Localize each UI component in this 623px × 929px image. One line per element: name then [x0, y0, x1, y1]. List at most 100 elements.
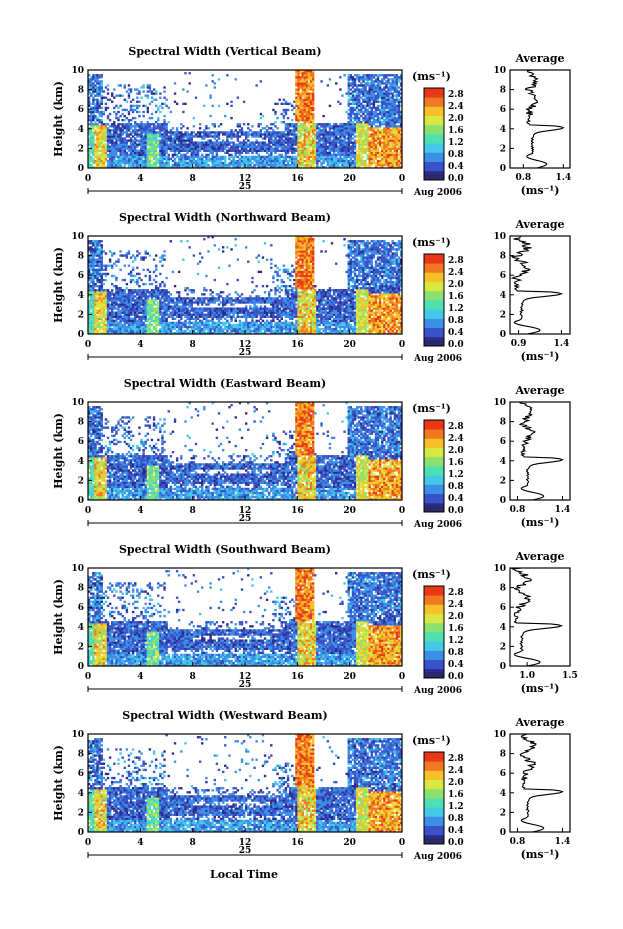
heatmap-cell	[385, 129, 388, 132]
heatmap-cell	[96, 76, 99, 79]
heatmap-cell	[134, 331, 137, 335]
heatmap-cell	[305, 78, 309, 81]
heatmap-cell	[142, 155, 145, 159]
heatmap-cell	[203, 104, 206, 108]
heatmap-cell	[259, 157, 263, 161]
heatmap-cell	[370, 123, 373, 126]
heatmap-cell	[224, 141, 227, 144]
heatmap-cell	[136, 100, 139, 103]
heatmap-cell	[138, 272, 141, 276]
heatmap-cell	[291, 165, 294, 169]
heatmap-cell	[157, 289, 160, 292]
heatmap-cell	[96, 147, 99, 150]
heatmap-cell	[385, 114, 388, 118]
heatmap-cell	[138, 114, 141, 118]
heatmap-cell	[100, 250, 103, 253]
heatmap-cell	[161, 145, 164, 148]
heatmap-cell	[142, 258, 145, 261]
heatmap-cell	[211, 161, 214, 165]
heatmap-cell	[121, 94, 124, 97]
heatmap-cell	[171, 141, 175, 144]
heatmap-cell	[90, 250, 93, 253]
heatmap-cell	[309, 151, 313, 155]
heatmap-cell	[303, 127, 306, 130]
heatmap-cell	[180, 155, 183, 159]
heatmap-cell	[142, 282, 145, 286]
heatmap-cell	[88, 151, 91, 155]
heatmap-cell	[148, 274, 152, 278]
heatmap-cell	[111, 274, 114, 278]
heatmap-cell	[163, 102, 166, 106]
heatmap-cell	[94, 145, 97, 148]
heatmap-cell	[100, 258, 103, 261]
heatmap-cell	[104, 155, 108, 159]
heatmap-cell	[299, 163, 302, 167]
heatmap-cell	[198, 135, 202, 138]
heatmap-cell	[148, 141, 152, 144]
heatmap-cell	[119, 301, 122, 304]
heatmap-cell	[389, 131, 392, 134]
heatmap-cell	[209, 133, 212, 136]
heatmap-cell	[224, 114, 227, 118]
heatmap-cell	[341, 131, 344, 134]
heatmap-cell	[154, 143, 158, 146]
heatmap-cell	[362, 110, 365, 114]
heatmap-cell	[159, 291, 162, 294]
heatmap-cell	[144, 319, 147, 323]
heatmap-cell	[190, 165, 193, 169]
heatmap-cell	[385, 123, 388, 126]
heatmap-cell	[257, 125, 260, 128]
heatmap-cell	[374, 100, 378, 103]
heatmap-cell	[366, 143, 369, 146]
heatmap-cell	[245, 135, 248, 138]
heatmap-cell	[335, 155, 338, 159]
heatmap-cell	[351, 125, 355, 128]
heatmap-cell	[138, 311, 141, 314]
heatmap-cell	[351, 137, 355, 140]
heatmap-cell	[188, 82, 191, 85]
heatmap-cell	[169, 139, 173, 142]
heatmap-cell	[305, 108, 309, 112]
heatmap-cell	[106, 116, 110, 120]
heatmap-cell	[389, 104, 392, 108]
heatmap-cell	[276, 141, 279, 144]
heatmap-cell	[230, 159, 233, 163]
heatmap-cell	[129, 143, 133, 146]
heatmap-cell	[115, 315, 118, 318]
colorbar-segment	[424, 163, 444, 167]
heatmap-cell	[161, 329, 164, 333]
heatmap-cell	[104, 297, 108, 300]
heatmap-cell	[121, 149, 124, 152]
heatmap-cell	[368, 100, 371, 103]
heatmap-cell	[370, 127, 373, 130]
heatmap-cell	[88, 301, 91, 304]
heatmap-cell	[360, 106, 363, 110]
heatmap-cell	[247, 145, 250, 148]
heatmap-cell	[100, 321, 103, 325]
heatmap-cell	[230, 153, 233, 157]
heatmap-cell	[136, 139, 139, 142]
heatmap-cell	[92, 315, 95, 318]
heatmap-cell	[104, 157, 108, 161]
heatmap-cell	[311, 100, 315, 103]
heatmap-cell	[399, 116, 403, 120]
heatmap-cell	[309, 121, 313, 124]
heatmap-cell	[106, 133, 110, 136]
heatmap-cell	[123, 86, 126, 89]
heatmap-cell	[94, 114, 97, 118]
heatmap-cell	[311, 72, 315, 75]
heatmap-cell	[234, 149, 237, 152]
heatmap-cell	[150, 149, 154, 152]
heatmap-cell	[115, 276, 118, 280]
heatmap-cell	[261, 145, 265, 148]
heatmap-cell	[102, 143, 106, 146]
heatmap-cell	[358, 155, 361, 159]
heatmap-cell	[270, 163, 273, 167]
heatmap-cell	[376, 149, 380, 152]
heatmap-cell	[328, 139, 332, 142]
heatmap-cell	[374, 155, 378, 159]
heatmap-cell	[159, 165, 162, 169]
heatmap-cell	[322, 145, 325, 148]
heatmap-cell	[117, 129, 120, 132]
heatmap-cell	[295, 141, 298, 144]
